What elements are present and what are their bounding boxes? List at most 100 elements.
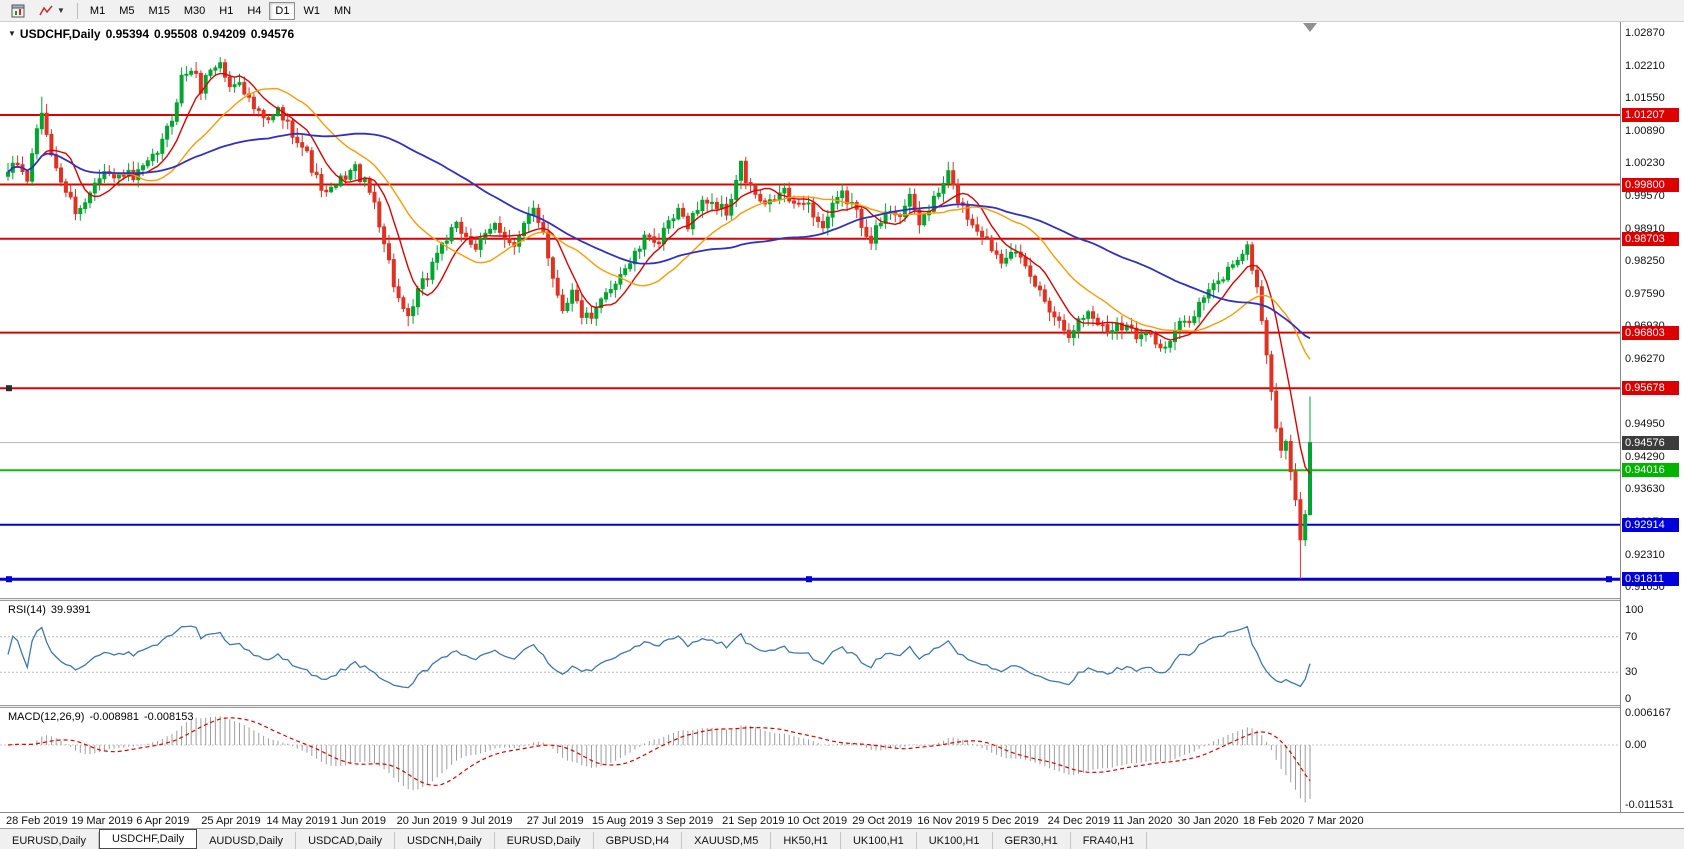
date-tick-label: 11 Jan 2020 — [1112, 815, 1173, 827]
dropdown-caret-icon: ▼ — [57, 6, 65, 15]
date-tick-label: 9 Jul 2019 — [461, 815, 513, 827]
date-tick-label: 15 Aug 2019 — [591, 815, 654, 827]
rsi-level-label: 30 — [1625, 666, 1638, 679]
chart-title: ▼ USDCHF,Daily 0.95394 0.95508 0.94209 0.9457… — [8, 27, 299, 41]
date-tick-label: 5 Dec 2019 — [982, 815, 1039, 827]
chart-tab-USDCNH-Daily[interactable]: USDCNH,Daily — [395, 832, 495, 849]
macd-pane-canvas[interactable] — [0, 708, 1620, 812]
chart-window-icon — [11, 4, 25, 17]
macd-level-label: 0.00 — [1625, 739, 1647, 751]
line-handle[interactable] — [1606, 576, 1612, 583]
ohlc-close: 0.94576 — [250, 27, 295, 41]
top-toolbar: ▼ M1 M5 M15 M30 H1 H4 D1 W1 MN — [0, 0, 1684, 22]
chart-tab-AUDUSD-Daily[interactable]: AUDUSD,Daily — [197, 832, 297, 849]
chart-tab-USDCAD-Daily[interactable]: USDCAD,Daily — [296, 832, 396, 849]
rsi-indicator-label: RSI(14) 39.9391 — [8, 604, 96, 616]
timeframe-button-M30[interactable]: M30 — [178, 2, 211, 20]
timeframe-toolbar: M1 M5 M15 M30 H1 H4 D1 W1 MN — [83, 1, 358, 20]
macd-name: MACD(12,26,9) — [8, 711, 85, 723]
chart-tab-GER30-H1[interactable]: GER30,H1 — [993, 832, 1071, 849]
ohlc-high: 0.95508 — [154, 27, 198, 41]
rsi-value: 39.9391 — [50, 604, 91, 616]
price-tick-label: 0.98910 — [1625, 222, 1665, 235]
timeframe-button-M15[interactable]: M15 — [142, 2, 175, 20]
date-tick-label: 18 Feb 2020 — [1242, 815, 1305, 827]
timeframe-button-W1[interactable]: W1 — [297, 2, 326, 20]
chart-tab-HK50-H1[interactable]: HK50,H1 — [771, 832, 841, 849]
date-tick-label: 19 Mar 2019 — [71, 815, 133, 827]
indicator-zigzag-icon — [39, 5, 53, 15]
date-tick-label: 30 Jan 2020 — [1177, 815, 1239, 827]
timeframe-button-H1[interactable]: H1 — [213, 2, 239, 20]
price-tick-label: 0.92310 — [1625, 548, 1665, 561]
price-level-badge: 0.91811 — [1622, 572, 1679, 587]
bull-candle-bodies — [6, 62, 1312, 541]
rsi-level-label: 70 — [1625, 630, 1638, 643]
pane-separator[interactable] — [0, 598, 1684, 601]
price-level-badge: 0.95678 — [1622, 381, 1679, 396]
chart-title-symbol: USDCHF,Daily — [19, 27, 101, 41]
ohlc-open: 0.95394 — [105, 27, 149, 41]
price-tick-label: 1.02210 — [1625, 59, 1665, 72]
timeframe-button-MN[interactable]: MN — [328, 2, 357, 20]
chart-tab-UK100-H1[interactable]: UK100,H1 — [917, 832, 993, 849]
macd-level-label: -0.011531 — [1625, 799, 1674, 811]
price-level-badge: 0.94016 — [1622, 463, 1679, 478]
chart-tab-EURUSD-Daily[interactable]: EURUSD,Daily — [495, 832, 594, 849]
bull-candle-wicks — [7, 57, 1311, 546]
macd-signal-value: -0.008153 — [143, 711, 194, 723]
macd-histogram — [12, 716, 1311, 803]
date-tick-label: 20 Jun 2019 — [396, 815, 458, 827]
moving-average-line — [7, 72, 1311, 474]
main-chart-canvas[interactable] — [0, 22, 1620, 598]
timeframe-button-M5[interactable]: M5 — [113, 2, 140, 20]
pane-separator[interactable] — [0, 705, 1684, 708]
date-tick-label: 24 Dec 2019 — [1047, 815, 1110, 827]
time-axis[interactable]: 28 Feb 2019 19 Mar 2019 6 Apr 2019 25 Apr 2… — [0, 812, 1684, 828]
chart-tab-USDCHF-Daily[interactable]: USDCHF,Daily — [98, 829, 198, 849]
chart-tab-FRA40-H1[interactable]: FRA40,H1 — [1071, 832, 1148, 849]
date-tick-label: 21 Sep 2019 — [722, 815, 785, 827]
price-tick-label: 0.99570 — [1625, 189, 1665, 202]
chart-tab-UK100-H1[interactable]: UK100,H1 — [841, 832, 917, 849]
timeframe-button-M1[interactable]: M1 — [84, 2, 111, 20]
rsi-name: RSI(14) — [8, 604, 46, 616]
date-tick-label: 7 Mar 2020 — [1308, 815, 1364, 827]
price-level-badge: 0.98703 — [1622, 231, 1679, 246]
date-tick-label: 27 Jul 2019 — [526, 815, 584, 827]
date-tick-label: 3 Sep 2019 — [657, 815, 714, 827]
price-tick-label: 1.02870 — [1625, 26, 1665, 39]
chart-window-icon-button[interactable] — [5, 2, 31, 20]
timeframe-button-D1[interactable]: D1 — [269, 2, 296, 20]
price-tick-label: 0.94290 — [1625, 450, 1665, 463]
line-handle[interactable] — [6, 576, 12, 583]
price-tick-label: 1.00890 — [1625, 124, 1665, 137]
line-handle[interactable] — [806, 576, 812, 583]
chart-menu-arrow-icon[interactable]: ▼ — [8, 29, 16, 38]
price-tick-label: 1.00230 — [1625, 157, 1665, 170]
price-level-badge: 0.99800 — [1622, 177, 1679, 192]
price-tick-label: 0.94950 — [1625, 418, 1665, 431]
moving-average-line — [7, 87, 1311, 360]
rsi-level-label: 0 — [1625, 693, 1632, 705]
indicators-dropdown-button[interactable]: ▼ — [33, 2, 71, 20]
timeframe-button-H4[interactable]: H4 — [241, 2, 267, 20]
rsi-line — [7, 625, 1311, 689]
shift-marker-icon[interactable] — [1303, 23, 1317, 32]
macd-level-label: 0.006167 — [1625, 706, 1671, 719]
date-tick-label: 14 May 2019 — [266, 815, 330, 827]
chart-tab-GBPUSD-H4[interactable]: GBPUSD,H4 — [594, 832, 683, 849]
line-handle[interactable] — [6, 385, 12, 392]
price-tick-label: 0.93630 — [1625, 483, 1665, 496]
bear-candle-bodies — [15, 62, 1303, 541]
price-axis[interactable]: 1.02870 1.02210 1.01550 1.00890 1.00230 0.995… — [1620, 22, 1684, 812]
date-tick-label: 25 Apr 2019 — [201, 815, 261, 827]
price-tick-label: 0.96270 — [1625, 352, 1665, 365]
chart-tab-XAUUSD-M5[interactable]: XAUUSD,M5 — [682, 832, 772, 849]
macd-main-value: -0.008981 — [89, 711, 139, 723]
chart-tab-EURUSD-Daily[interactable]: EURUSD,Daily — [0, 832, 99, 849]
rsi-pane-canvas[interactable] — [0, 601, 1620, 705]
price-tick-label: 0.97590 — [1625, 287, 1665, 300]
price-level-badge: 0.94576 — [1622, 435, 1679, 450]
